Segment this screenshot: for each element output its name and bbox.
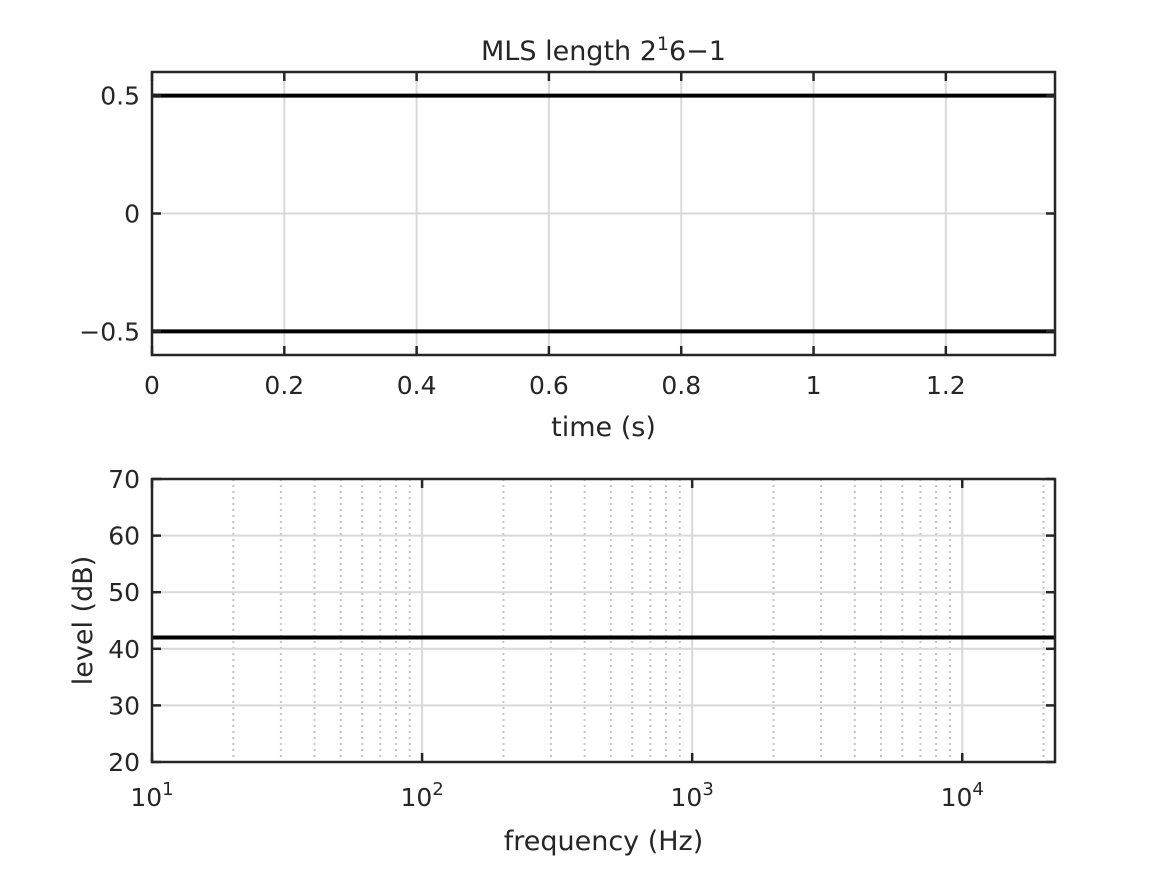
- y-tick-label: 40: [108, 635, 140, 664]
- title-superscript: 1: [657, 33, 669, 55]
- y-tick-label: 30: [108, 691, 140, 720]
- x-tick-label: 0.6: [529, 371, 569, 400]
- spectrum-x-axis-label: frequency (Hz): [504, 826, 704, 857]
- time-axis-ticks: 0 0.2 0.4 0.6 0.8 1 1.2−0.500.5: [79, 72, 1055, 400]
- x-tick-label-exponent: 1: [162, 779, 173, 800]
- x-tick-label: 103: [671, 779, 714, 812]
- x-tick-label: 101: [130, 779, 173, 812]
- x-tick-label: 102: [400, 779, 443, 812]
- y-tick-label: −0.5: [79, 317, 140, 346]
- y-tick-label: 0.5: [100, 82, 140, 111]
- time-x-axis-label: time (s): [551, 412, 656, 443]
- chart-title: MLS length 216−1: [481, 33, 726, 67]
- x-tick-label-base: 10: [130, 783, 162, 812]
- x-tick-label: 0: [144, 371, 160, 400]
- x-tick-label-exponent: 2: [432, 779, 443, 800]
- y-tick-label: 0: [124, 200, 140, 229]
- x-tick-label-exponent: 4: [972, 779, 983, 800]
- x-tick-label-exponent: 3: [702, 779, 713, 800]
- title-rest: 6−1: [669, 36, 726, 67]
- y-tick-label: 50: [108, 578, 140, 607]
- spectrum-y-axis-label: level (dB): [68, 556, 99, 686]
- y-tick-label: 70: [108, 465, 140, 494]
- x-tick-label: 1.2: [926, 371, 966, 400]
- x-tick-label: 104: [941, 779, 984, 812]
- time-series-lines: [152, 93, 1055, 334]
- y-tick-label: 60: [108, 522, 140, 551]
- spectrum-grid: [152, 479, 1055, 762]
- x-tick-label: 0.2: [264, 371, 304, 400]
- x-tick-label: 0.4: [397, 371, 437, 400]
- y-tick-label: 20: [108, 748, 140, 777]
- time-grid: [152, 72, 1055, 355]
- x-tick-label-base: 10: [941, 783, 973, 812]
- x-tick-label-base: 10: [400, 783, 432, 812]
- x-tick-label: 0.8: [661, 371, 701, 400]
- spectrum-axes-frame: [150, 477, 1057, 764]
- x-tick-label: 1: [806, 371, 822, 400]
- x-tick-label-base: 10: [671, 783, 703, 812]
- time-signal-chart: MLS length 216−1 0 0.2 0.4 0.6 0.8 1 1.2−0.500…: [79, 33, 1057, 443]
- title-base: MLS length 2: [481, 36, 657, 67]
